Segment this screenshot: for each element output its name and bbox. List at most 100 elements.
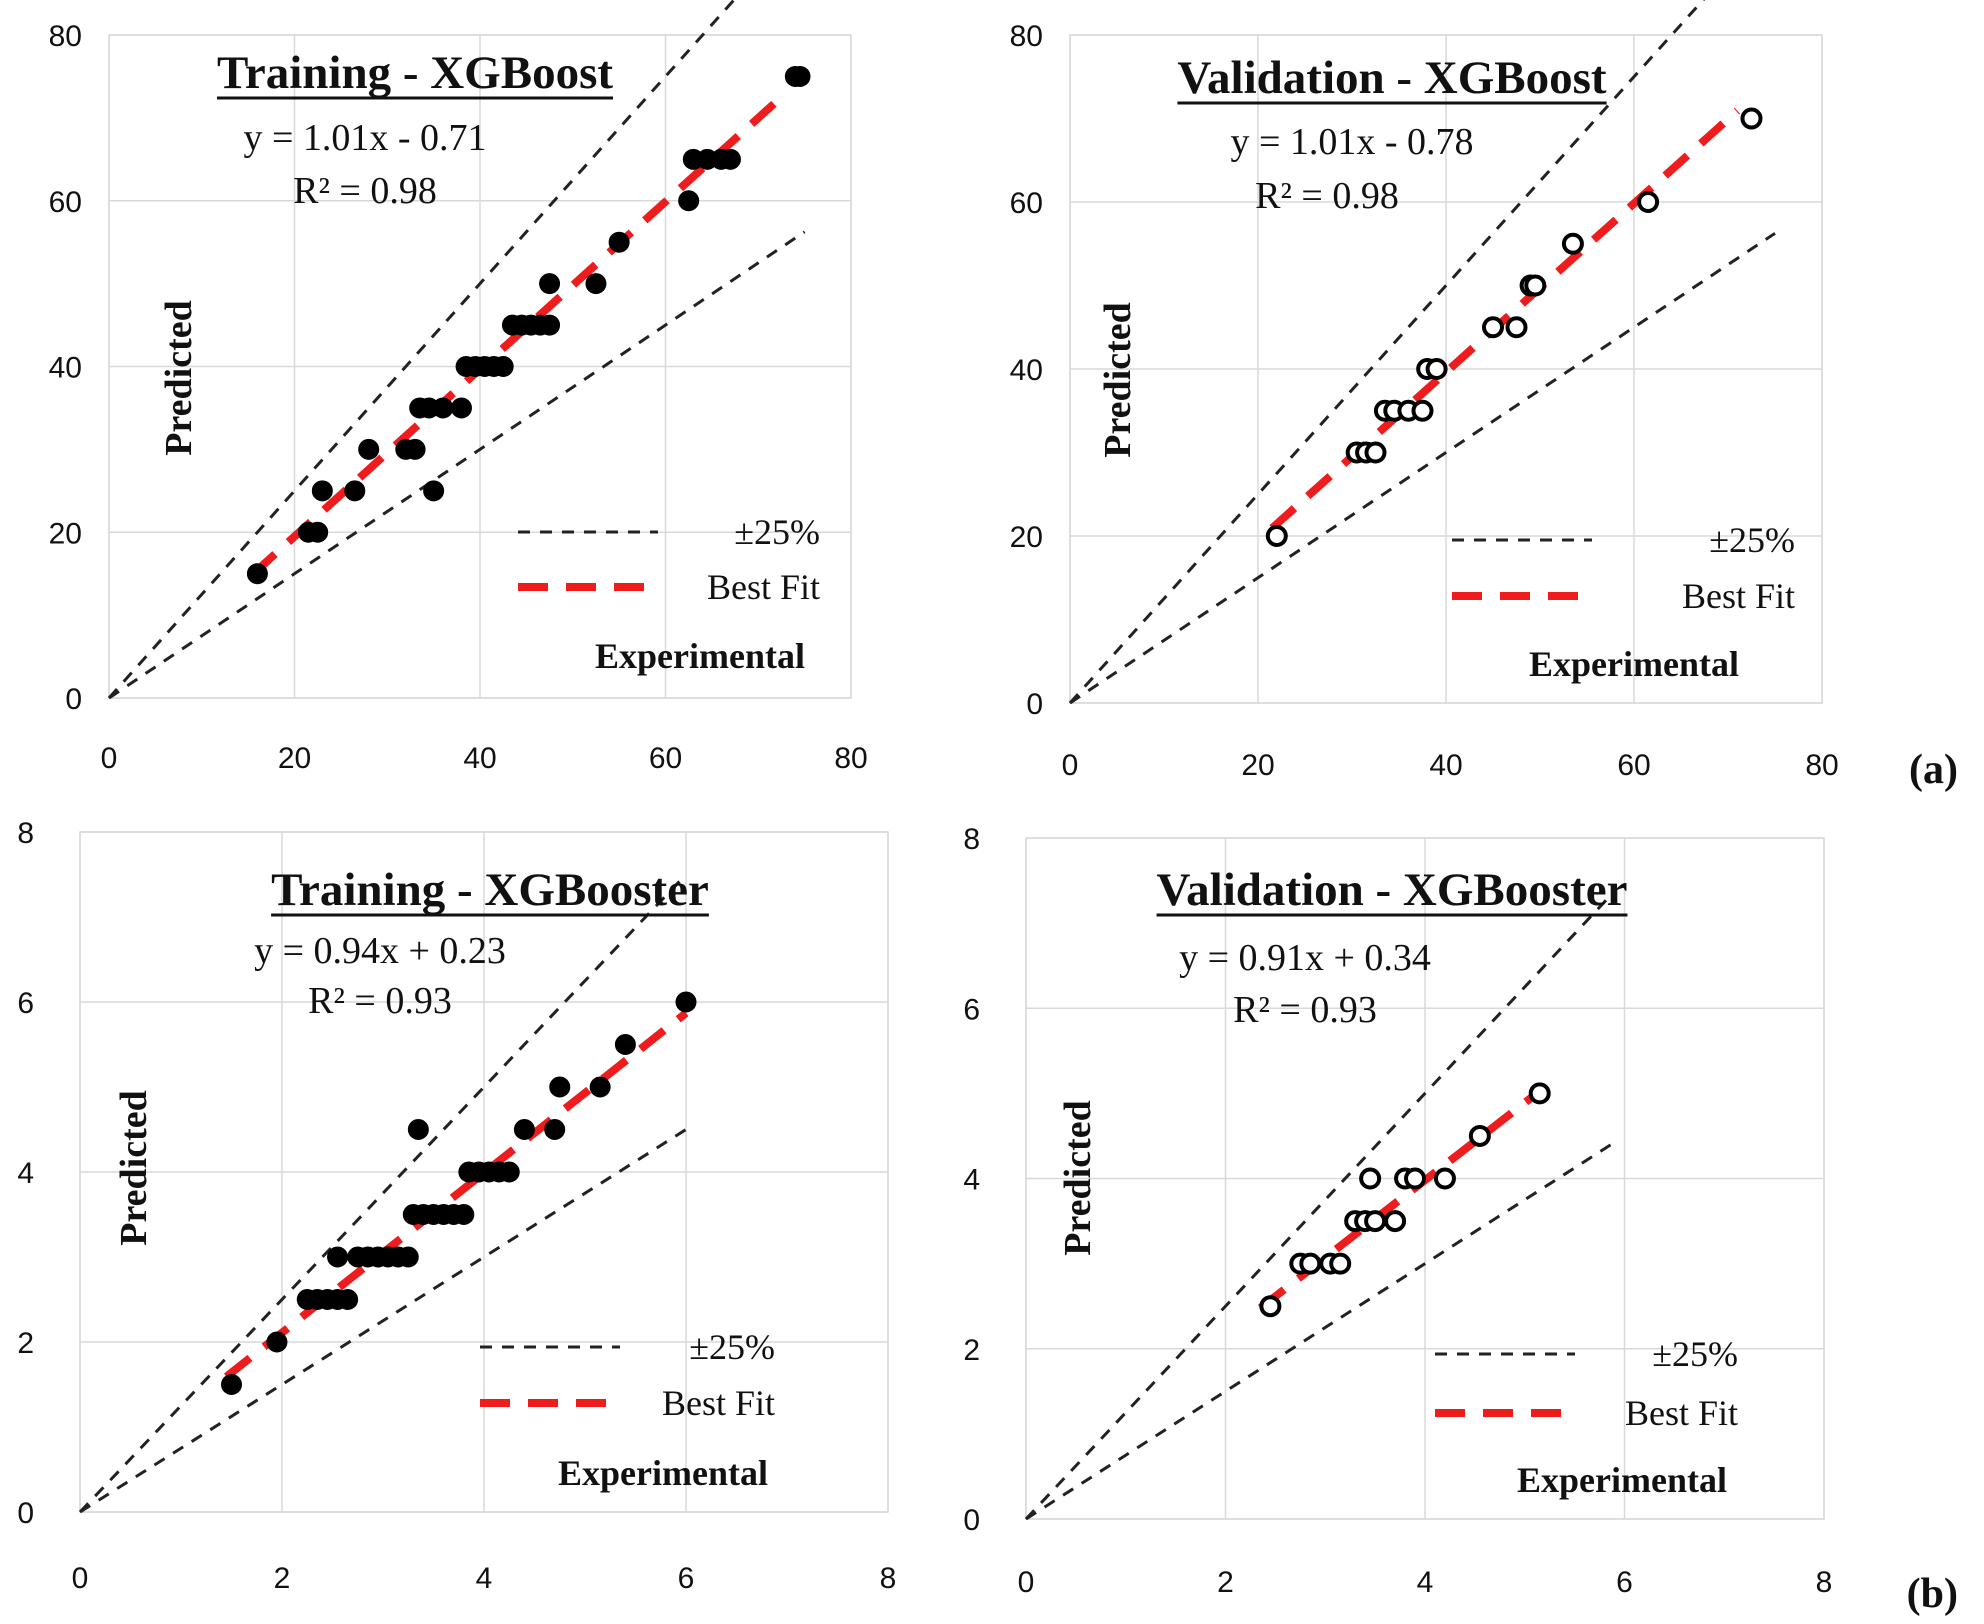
panel-label: (a) — [1909, 747, 1958, 793]
data-point — [1404, 1167, 1427, 1190]
x-tick-label: 80 — [834, 742, 867, 775]
y-axis-label: Predicted — [1057, 1100, 1099, 1255]
data-point — [1425, 358, 1448, 380]
y-tick-label: 6 — [17, 987, 34, 1020]
x-tick-label: 8 — [880, 1562, 897, 1595]
plot-frame — [108, 34, 852, 699]
x-tick-label: 40 — [1429, 749, 1462, 782]
x-tick-label: 40 — [463, 742, 496, 775]
plot-frame — [1025, 837, 1825, 1520]
data-point — [404, 438, 426, 460]
data-point — [1265, 525, 1288, 547]
data-point — [337, 1289, 359, 1310]
data-point — [397, 1246, 419, 1268]
y-tick-label: 8 — [963, 823, 980, 856]
x-tick-label: 0 — [72, 1562, 89, 1595]
data-point — [432, 397, 454, 419]
x-tick-label: 6 — [678, 1562, 695, 1595]
upper-band-line — [1068, 0, 1706, 705]
data-point — [221, 1374, 242, 1395]
y-tick-label: 0 — [1026, 688, 1043, 721]
x-tick-label: 6 — [1616, 1566, 1633, 1599]
lower-band-line — [108, 230, 806, 700]
chart-panel-4: 0 2 4 6 8 0 2 4 6 8 Validation - XGBooster y = 0.91… — [963, 823, 1958, 1617]
data-point — [1482, 316, 1504, 339]
data-point — [678, 190, 700, 212]
x-tick-label: 20 — [1241, 749, 1274, 782]
data-point — [1637, 191, 1660, 213]
data-point — [358, 438, 380, 460]
data-point — [513, 1119, 535, 1140]
data-point — [1528, 1082, 1551, 1105]
data-point — [246, 563, 268, 585]
data-point — [1364, 1210, 1387, 1233]
gridlines — [1069, 34, 1823, 704]
r-squared-label: R² = 0.98 — [1255, 175, 1399, 217]
legend: ±25% Best Fit — [518, 512, 820, 607]
data-point — [614, 1034, 636, 1055]
legend: ±25% Best Fit — [1452, 520, 1795, 616]
r-squared-label: R² = 0.93 — [308, 980, 452, 1022]
data-points — [1259, 1082, 1551, 1318]
data-point — [1433, 1167, 1456, 1190]
y-axis-label: Predicted — [1097, 302, 1139, 457]
y-tick-label: 4 — [963, 1164, 980, 1197]
x-tick-label: 8 — [1816, 1566, 1833, 1599]
x-tick-label: 0 — [101, 742, 118, 775]
x-tick-label: 4 — [1417, 1566, 1434, 1599]
data-point — [549, 1076, 571, 1098]
r-squared-label: R² = 0.98 — [293, 170, 437, 212]
regression-equation: y = 0.91x + 0.34 — [1179, 937, 1431, 979]
legend-band-label: ±25% — [1709, 520, 1795, 560]
legend-band-label: ±25% — [734, 512, 820, 552]
regression-equation: y = 0.94x + 0.23 — [254, 930, 506, 972]
data-point — [539, 273, 561, 295]
chart-title: Validation - XGBooster — [1157, 864, 1628, 916]
best-fit-line — [1269, 107, 1741, 532]
gridlines — [1025, 837, 1825, 1520]
data-point — [585, 273, 607, 295]
x-tick-label: 60 — [1617, 749, 1650, 782]
legend: ±25% Best Fit — [480, 1327, 775, 1423]
x-tick-label: 4 — [476, 1562, 493, 1595]
best-fit-line — [223, 1009, 689, 1380]
data-point — [1259, 1295, 1282, 1318]
data-point — [589, 1076, 611, 1098]
legend-band-label: ±25% — [689, 1327, 775, 1367]
x-tick-label: 0 — [1062, 749, 1079, 782]
lower-band-line — [79, 1128, 687, 1514]
y-tick-label: 8 — [17, 817, 34, 850]
y-tick-label: 20 — [49, 517, 82, 550]
x-tick-label: 2 — [1217, 1566, 1234, 1599]
data-point — [1468, 1124, 1491, 1147]
y-tick-label: 2 — [963, 1334, 980, 1367]
chart-title: Validation - XGBoost — [1177, 52, 1607, 104]
chart-panel-1: 0 20 40 60 80 0 20 40 60 80 Training - XGBoost y = … — [49, 0, 868, 775]
data-point — [423, 480, 445, 502]
x-tick-label: 0 — [1018, 1566, 1035, 1599]
data-point — [1740, 107, 1763, 130]
best-fit-line — [1257, 1091, 1538, 1312]
data-point — [1505, 316, 1528, 339]
x-tick-label: 20 — [278, 742, 311, 775]
data-points — [221, 991, 697, 1395]
panel-label: (b) — [1907, 1571, 1958, 1617]
lower-band-line — [1069, 232, 1776, 705]
y-tick-label: 80 — [49, 20, 82, 53]
plot-frame — [79, 831, 889, 1513]
data-point — [407, 1119, 429, 1140]
data-point — [1329, 1252, 1352, 1275]
data-point — [344, 480, 366, 502]
data-point — [450, 397, 472, 419]
data-point — [544, 1119, 566, 1140]
y-tick-label: 0 — [963, 1504, 980, 1537]
plot-frame — [1069, 34, 1823, 704]
data-point — [789, 65, 811, 87]
legend-band-label: ±25% — [1652, 1334, 1738, 1374]
data-point — [1299, 1252, 1322, 1275]
x-axis-label: Experimental — [1517, 1460, 1727, 1500]
chart-title: Training - XGBooster — [271, 864, 709, 916]
x-tick-label: 2 — [274, 1562, 291, 1595]
data-point — [1364, 441, 1387, 464]
